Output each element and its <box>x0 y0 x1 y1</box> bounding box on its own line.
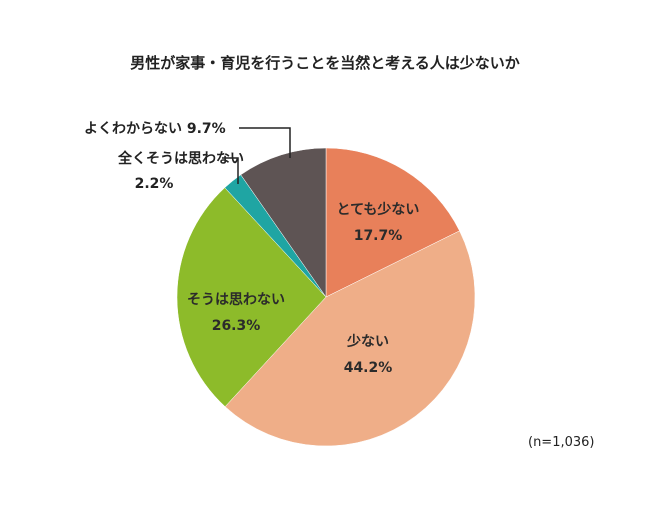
slice-label-yoku-wakaranai: よくわからない 9.7% <box>84 121 226 137</box>
slice-yoku-wakaranai <box>240 147 327 298</box>
slice-label-mattaku: 全くそうは思わない <box>117 150 244 167</box>
slice-value-mattaku: 2.2% <box>135 176 174 192</box>
slice-label-sukunai: 少ない <box>346 333 389 350</box>
leader-line-mattaku <box>222 157 239 184</box>
slice-value-totemo-sukunai: 17.7% <box>354 228 403 244</box>
pie-slices <box>176 147 476 447</box>
slice-sou-wa-omowanai <box>176 187 327 408</box>
slice-sukunai <box>224 230 476 447</box>
chart-title: 男性が家事・育児を行うことを当然と考える人は少ないか <box>130 54 520 72</box>
slice-value-sukunai: 44.2% <box>344 360 393 376</box>
slice-label-sou-wa-omowanai: そうは思わない <box>187 292 285 308</box>
slice-label-totemo-sukunai: とても少ない <box>337 201 420 218</box>
leader-line-yoku-wakaranai <box>239 127 291 158</box>
slice-totemo-sukunai <box>325 147 460 298</box>
slice-value-sou-wa-omowanai: 26.3% <box>212 318 261 334</box>
sample-size-note: (n=1,036) <box>528 435 595 450</box>
